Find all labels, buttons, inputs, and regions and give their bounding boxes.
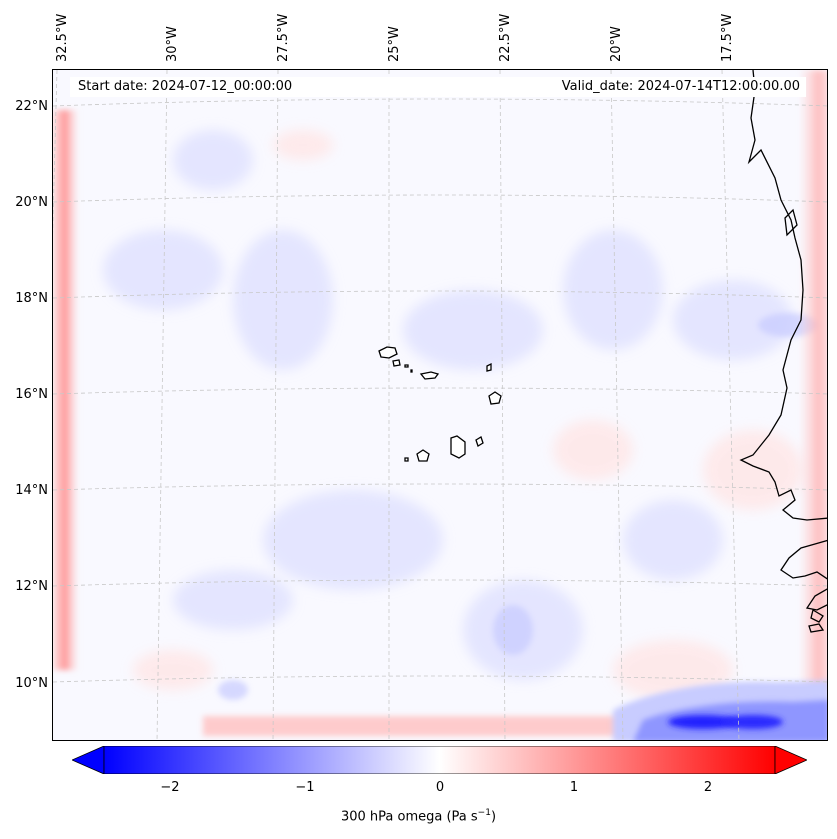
right-boundary-band bbox=[801, 70, 827, 690]
colorbar-tick-label: 1 bbox=[569, 780, 579, 795]
info-bar: Start date: 2024-07-12_00:00:00 Valid_da… bbox=[70, 77, 806, 97]
map-panel bbox=[52, 69, 828, 741]
graticule bbox=[53, 70, 827, 740]
strong-negative-omega bbox=[613, 680, 827, 740]
lat-label-10n: 10°N bbox=[15, 676, 48, 691]
lat-label-20n: 20°N bbox=[15, 195, 48, 210]
lon-label-30w: 30°W bbox=[165, 26, 180, 62]
bottom-boundary-band bbox=[203, 716, 623, 736]
negative-omega-patches bbox=[103, 130, 793, 680]
lon-label-27-5w: 27.5°W bbox=[276, 13, 291, 62]
lon-label-32-5w: 32.5°W bbox=[55, 13, 70, 62]
cape-verde-islands bbox=[378, 346, 502, 462]
colorbar-high-extend bbox=[774, 746, 807, 774]
lon-label-17-5w: 17.5°W bbox=[720, 13, 735, 62]
lat-label-18n: 18°N bbox=[15, 291, 48, 306]
lon-label-22-5w: 22.5°W bbox=[498, 13, 513, 62]
colorbar-low-extend bbox=[72, 746, 105, 774]
left-boundary-band bbox=[53, 110, 77, 670]
positive-omega-patches bbox=[133, 130, 803, 700]
colorbar-tick-label: −1 bbox=[295, 780, 315, 795]
valid-date-text: Valid_date: 2024-07-14T12:00:00.00 bbox=[561, 79, 800, 94]
colorbar-tick-label: 2 bbox=[703, 780, 713, 795]
lat-label-12n: 12°N bbox=[15, 579, 48, 594]
colorbar-tick-label: −2 bbox=[160, 780, 180, 795]
coastline-africa bbox=[739, 70, 827, 633]
start-date-text: Start date: 2024-07-12_00:00:00 bbox=[78, 79, 293, 94]
lat-label-14n: 14°N bbox=[15, 483, 48, 498]
lat-label-16n: 16°N bbox=[15, 387, 48, 402]
colorbar-tick-label: 0 bbox=[435, 780, 445, 795]
omega-field bbox=[53, 70, 827, 740]
colorbar-gradient bbox=[103, 746, 776, 774]
lon-label-20w: 20°W bbox=[609, 26, 624, 62]
lat-label-22n: 22°N bbox=[15, 99, 48, 114]
lon-label-25w: 25°W bbox=[387, 26, 402, 62]
colorbar bbox=[72, 746, 807, 774]
colorbar-label: 300 hPa omega (Pa s−1) bbox=[340, 808, 497, 825]
